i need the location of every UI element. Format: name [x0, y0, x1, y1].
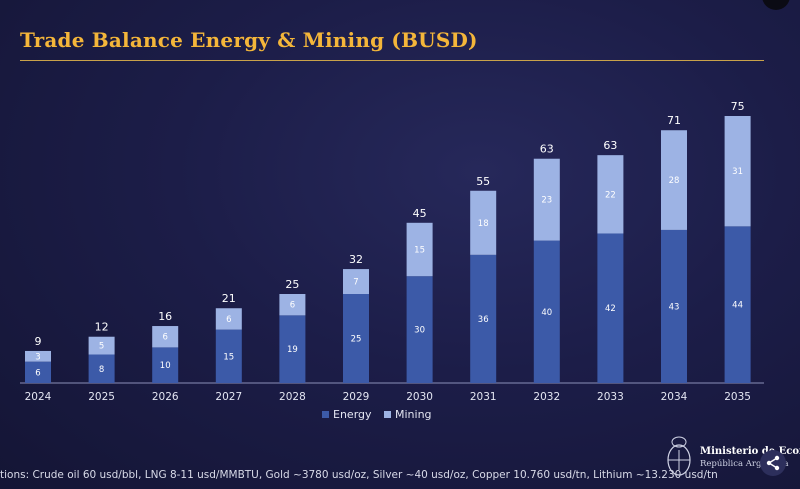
bar-mining — [343, 269, 369, 294]
data-label-energy: 6 — [35, 368, 40, 378]
data-label-mining: 7 — [353, 278, 358, 288]
bar-energy — [279, 315, 306, 383]
x-tick-label: 2035 — [724, 391, 751, 403]
x-tick-label: 2029 — [343, 391, 370, 403]
data-label-total: 75 — [731, 100, 745, 113]
overlay-corner-button[interactable] — [760, 450, 786, 476]
data-label-total: 71 — [667, 114, 681, 127]
data-label-total: 9 — [35, 335, 42, 348]
bar-mining — [724, 116, 751, 227]
data-label-energy: 40 — [541, 308, 552, 318]
data-label-total: 12 — [95, 321, 109, 334]
x-tick-label: 2024 — [25, 391, 52, 403]
data-label-total: 21 — [222, 292, 236, 305]
x-tick-label: 2025 — [88, 391, 115, 403]
data-label-total: 55 — [476, 175, 490, 188]
x-tick-label: 2027 — [215, 391, 242, 403]
data-label-mining: 18 — [478, 219, 489, 229]
data-label-mining: 6 — [290, 301, 295, 311]
legend-swatch-mining — [384, 411, 391, 418]
data-label-energy: 42 — [605, 304, 616, 314]
bar-energy — [215, 329, 242, 383]
bar-mining — [88, 336, 115, 355]
data-label-energy: 25 — [351, 335, 362, 345]
bar-mining — [597, 155, 624, 234]
bar-energy — [661, 229, 687, 383]
data-label-energy: 30 — [414, 326, 425, 336]
data-label-total: 63 — [603, 139, 617, 152]
bar-energy — [597, 233, 624, 383]
assumptions-footnote: tions: Crude oil 60 usd/bbl, LNG 8-11 us… — [0, 469, 718, 481]
data-label-mining: 28 — [669, 176, 680, 186]
bar-energy — [88, 354, 115, 383]
data-label-energy: 10 — [160, 361, 171, 371]
legend-label-energy: Energy — [333, 408, 372, 421]
share-icon — [766, 455, 780, 471]
ministry-logo: Ministerio de Economía República Argenti… — [664, 434, 800, 480]
bar-mining — [533, 158, 560, 241]
bar-mining — [406, 222, 433, 277]
data-label-mining: 15 — [414, 246, 425, 256]
bar-energy — [152, 347, 179, 383]
data-label-energy: 36 — [478, 315, 489, 325]
bar-energy — [343, 294, 369, 383]
data-label-total: 16 — [158, 310, 172, 323]
ministry-subtitle: República Argentina — [700, 459, 789, 469]
bar-mining — [152, 326, 179, 348]
data-label-mining: 31 — [732, 167, 743, 177]
data-label-mining: 6 — [226, 315, 231, 325]
bar-mining — [661, 130, 687, 230]
bar-energy — [470, 254, 497, 383]
title-divider — [20, 60, 764, 61]
bar-energy — [724, 226, 751, 383]
data-label-energy: 43 — [669, 302, 680, 312]
legend-label-mining: Mining — [395, 408, 432, 421]
data-label-total: 45 — [413, 207, 427, 220]
data-label-energy: 44 — [732, 301, 743, 311]
data-label-mining: 3 — [35, 352, 40, 362]
legend-swatch-energy — [322, 411, 329, 418]
chart-title: Trade Balance Energy & Mining (BUSD) — [20, 28, 478, 52]
data-label-energy: 8 — [99, 365, 104, 375]
bar-energy — [533, 240, 560, 383]
data-label-energy: 15 — [223, 352, 234, 362]
x-tick-label: 2033 — [597, 391, 624, 403]
bar-mining — [215, 308, 242, 330]
data-label-total: 63 — [540, 143, 554, 156]
x-tick-label: 2032 — [533, 391, 560, 403]
bar-mining — [25, 350, 51, 362]
overlay-top-button[interactable] — [762, 0, 790, 10]
ministry-name: Ministerio de Economía — [700, 446, 800, 457]
bar-energy — [25, 361, 51, 383]
data-label-energy: 19 — [287, 345, 298, 355]
x-tick-label: 2028 — [279, 391, 306, 403]
x-tick-label: 2030 — [406, 391, 433, 403]
data-label-mining: 22 — [605, 190, 616, 200]
x-tick-label: 2034 — [661, 391, 688, 403]
data-label-total: 25 — [285, 278, 299, 291]
data-label-mining: 6 — [162, 333, 167, 343]
data-label-total: 32 — [349, 253, 363, 266]
bar-energy — [406, 276, 433, 383]
bar-mining — [279, 294, 306, 316]
x-tick-label: 2031 — [470, 391, 497, 403]
data-label-mining: 5 — [99, 342, 104, 352]
x-tick-label: 2026 — [152, 391, 179, 403]
coat-of-arms-icon — [667, 436, 691, 476]
stacked-bar-chart: 6392024851220251061620261562120271962520… — [20, 100, 764, 421]
bar-mining — [470, 190, 497, 255]
data-label-mining: 23 — [541, 196, 552, 206]
